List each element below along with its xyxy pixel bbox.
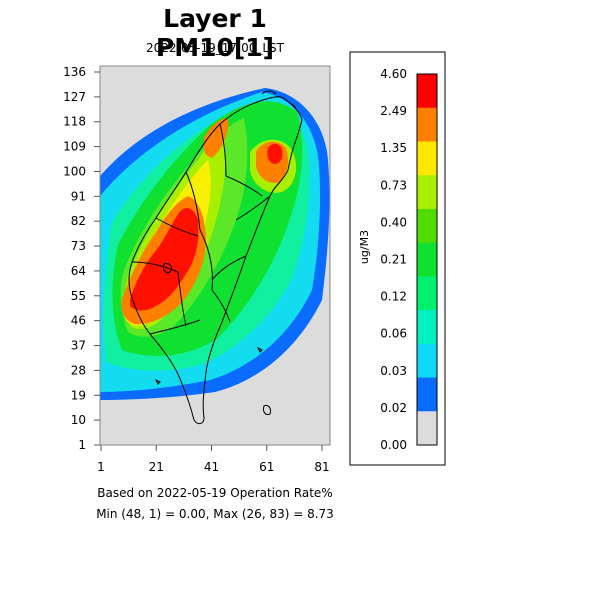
legend-swatch — [417, 141, 437, 176]
legend-swatch — [417, 242, 437, 277]
x-axis: 1 21 41 61 81 — [97, 445, 330, 474]
footer-min-max: Min (48, 1) = 0.00, Max (26, 83) = 8.73 — [96, 507, 334, 521]
legend-label: 0.40 — [380, 215, 407, 229]
legend-labels: 4.60 2.49 1.35 0.73 0.40 0.21 0.12 0.06 0.03 0.02… — [380, 67, 407, 452]
y-tick-label: 127 — [63, 90, 86, 104]
y-tick-label: 37 — [71, 339, 86, 353]
map-title: Layer 1 PM10[1] — [155, 4, 275, 62]
band-1.35-north — [203, 118, 229, 158]
y-tick-label: 55 — [71, 289, 86, 303]
x-tick-label: 21 — [149, 460, 164, 474]
legend-swatch — [417, 175, 437, 210]
legend-swatch — [417, 276, 437, 311]
y-tick-label: 100 — [63, 164, 86, 178]
legend-swatch — [417, 208, 437, 244]
legend-colorbar — [416, 73, 438, 446]
legend-swatch — [417, 74, 437, 109]
y-tick-label: 118 — [63, 115, 86, 129]
y-tick-label: 10 — [71, 413, 86, 427]
legend-swatch — [417, 310, 437, 345]
legend-colorbar-border — [416, 73, 438, 446]
island-outline — [128, 90, 303, 425]
legend-label: 0.73 — [380, 178, 407, 192]
y-tick-label: 1 — [78, 438, 86, 452]
legend-label: 0.12 — [380, 290, 407, 304]
legend-swatch — [417, 107, 437, 142]
legend-label: 0.06 — [380, 327, 407, 341]
legend-label: 0.00 — [380, 438, 407, 452]
y-tick-label: 91 — [71, 189, 86, 203]
y-tick-label: 64 — [71, 264, 86, 278]
map-timestamp: 2022-05-19_17:00_LST — [146, 41, 284, 55]
y-tick-label: 19 — [71, 388, 86, 402]
legend-label: 0.03 — [380, 364, 407, 378]
legend-label: 1.35 — [380, 141, 407, 155]
band-2.49-northeast — [267, 143, 283, 164]
legend-swatch — [417, 343, 437, 379]
band-2.49 — [130, 208, 199, 311]
legend-swatch — [417, 377, 437, 412]
y-tick-label: 82 — [71, 214, 86, 228]
y-tick-label: 109 — [63, 140, 86, 154]
legend-unit-label: ug/M3 — [358, 230, 371, 264]
y-tick-label: 136 — [63, 65, 86, 79]
x-tick-label: 41 — [204, 460, 219, 474]
legend-label: 4.60 — [380, 67, 407, 81]
y-tick-label: 28 — [71, 363, 86, 377]
plot-frame — [99, 65, 331, 446]
legend-label: 0.02 — [380, 401, 407, 415]
legend-label: 0.21 — [380, 253, 407, 267]
footer-operation-rate: Based on 2022-05-19 Operation Rate% — [97, 486, 333, 500]
y-tick-label: 46 — [71, 314, 86, 328]
x-tick-label: 1 — [97, 460, 105, 474]
y-axis: 136 127 118 109 100 91 82 73 64 55 46 37 28 19 10 1 — [63, 65, 100, 452]
legend-swatch — [417, 411, 437, 446]
concentration-field — [100, 66, 330, 445]
x-tick-label: 61 — [259, 460, 274, 474]
y-tick-label: 73 — [71, 239, 86, 253]
x-tick-label: 81 — [314, 460, 329, 474]
legend-label: 2.49 — [380, 104, 407, 118]
